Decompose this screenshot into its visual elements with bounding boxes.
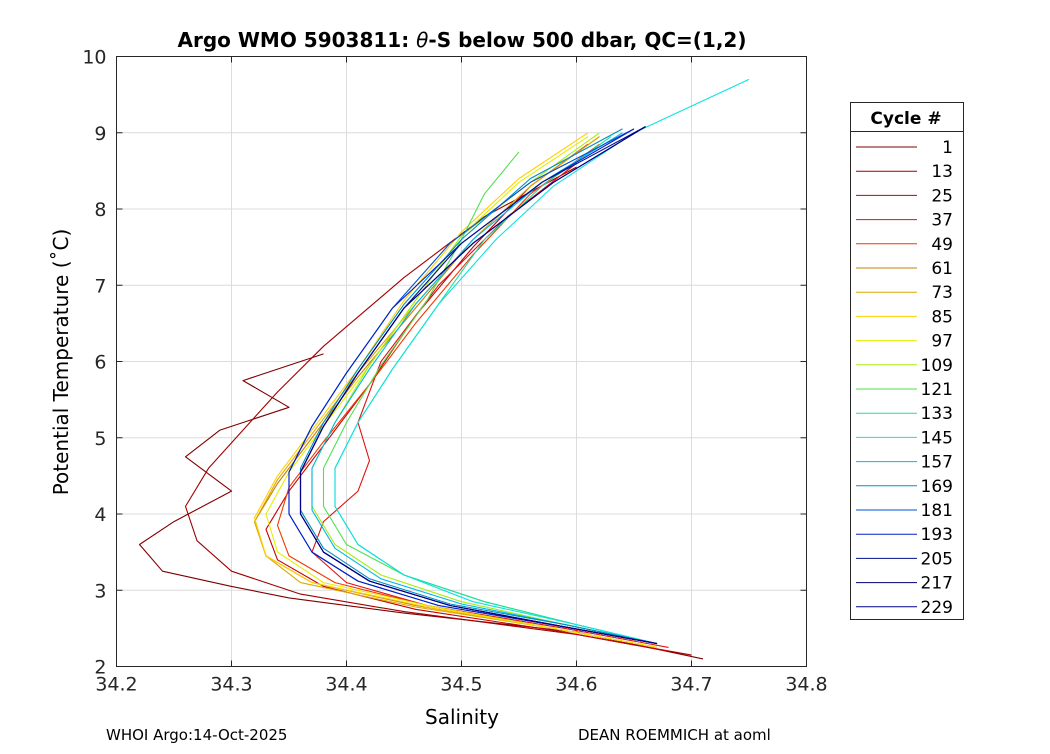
y-tick-label: 9 xyxy=(94,123,106,145)
x-tick-label: 34.2 xyxy=(95,674,137,696)
legend-entry-37: 37 xyxy=(856,211,953,231)
chart-title: Argo WMO 5903811: θ-S below 500 dbar, QC… xyxy=(178,28,747,52)
y-tick-label: 3 xyxy=(94,580,106,602)
series-line-cycle-145 xyxy=(334,78,750,645)
chart-title-prefix: Argo WMO 5903811: xyxy=(178,28,417,52)
legend-entry-121: 121 xyxy=(856,380,953,400)
legend-box xyxy=(850,102,964,620)
y-tick-label: 5 xyxy=(94,428,106,450)
legend-label: 217 xyxy=(921,574,953,594)
series-line-cycle-13 xyxy=(184,166,692,656)
legend-label: 205 xyxy=(921,549,953,569)
legend-label: 145 xyxy=(921,428,953,448)
legend-entry-229: 229 xyxy=(856,598,953,618)
x-tick-label: 34.4 xyxy=(325,674,367,696)
grid xyxy=(116,56,807,667)
legend-entry-169: 169 xyxy=(856,477,953,497)
x-tick-label: 34.3 xyxy=(210,674,252,696)
footer-left: WHOI Argo:14-Oct-2025 xyxy=(106,726,288,744)
legend-label: 1 xyxy=(942,138,953,158)
x-tick-label: 34.5 xyxy=(440,674,482,696)
legend-entry-1: 1 xyxy=(856,138,953,158)
legend-entry-85: 85 xyxy=(856,307,953,327)
x-tick-label: 34.7 xyxy=(670,674,712,696)
legend-label: 49 xyxy=(931,235,953,255)
series-line-cycle-169 xyxy=(299,128,658,645)
legend-label: 169 xyxy=(921,477,953,497)
legend-entry-157: 157 xyxy=(856,453,953,473)
legend-entry-73: 73 xyxy=(856,283,953,303)
axes: 34.2 34.3 34.4 34.5 34.6 34.7 34.8 2 3 4 5 6 7 8 9 10 xyxy=(82,47,827,696)
series-line-cycle-229 xyxy=(299,126,658,645)
chart-title-suffix: -S below 500 dbar, QC=(1,2) xyxy=(428,28,746,52)
legend-label: 133 xyxy=(921,404,953,424)
legend-label: 25 xyxy=(931,186,953,206)
footer-right: DEAN ROEMMICH at aoml xyxy=(578,726,771,744)
legend-label: 181 xyxy=(921,501,953,521)
legend-label: 37 xyxy=(931,211,953,231)
legend-entry-13: 13 xyxy=(856,162,953,182)
legend-entry-193: 193 xyxy=(856,525,953,545)
legend-label: 229 xyxy=(921,598,953,618)
legend: Cycle # 1 13 25 37 49 61 73 85 97 109 121 133 145 157… xyxy=(850,102,964,620)
x-tick-label: 34.6 xyxy=(555,674,597,696)
y-tick-label: 8 xyxy=(94,199,106,221)
y-tick-label: 7 xyxy=(94,275,106,297)
series-line-cycle-85 xyxy=(253,132,658,648)
legend-entry-181: 181 xyxy=(856,501,953,521)
legend-label: 109 xyxy=(921,356,953,376)
legend-label: 97 xyxy=(931,332,953,352)
legend-label: 193 xyxy=(921,525,953,545)
legend-label: 85 xyxy=(931,307,953,327)
y-tick-label: 10 xyxy=(82,47,106,69)
legend-entry-61: 61 xyxy=(856,259,953,279)
legend-entry-205: 205 xyxy=(856,549,953,569)
y-axis-label: Potential Temperature (˚C) xyxy=(49,229,73,496)
series-line-cycle-157 xyxy=(311,132,658,645)
legend-entry-97: 97 xyxy=(856,332,953,352)
legend-entry-49: 49 xyxy=(856,235,953,255)
legend-entry-133: 133 xyxy=(856,404,953,424)
x-axis-label: Salinity xyxy=(425,705,499,729)
legend-label: 13 xyxy=(931,162,953,182)
legend-entry-145: 145 xyxy=(856,428,953,448)
legend-title: Cycle # xyxy=(870,109,941,129)
y-tick-label: 4 xyxy=(94,504,106,526)
legend-entry-109: 109 xyxy=(856,356,953,376)
legend-entry-217: 217 xyxy=(856,574,953,594)
series-line-cycle-1 xyxy=(138,353,704,660)
y-tick-label: 6 xyxy=(94,352,106,374)
series-group xyxy=(138,78,750,660)
legend-label: 121 xyxy=(921,380,953,400)
x-tick-label: 34.8 xyxy=(785,674,827,696)
legend-entry-25: 25 xyxy=(856,186,953,206)
chart-title-theta: θ xyxy=(416,28,428,52)
legend-entries: 1 13 25 37 49 61 73 85 97 109 121 133 145 157 169 181 19… xyxy=(856,138,953,618)
legend-label: 61 xyxy=(931,259,953,279)
y-tick-label: 2 xyxy=(94,657,106,679)
legend-label: 73 xyxy=(931,283,953,303)
legend-label: 157 xyxy=(921,453,953,473)
